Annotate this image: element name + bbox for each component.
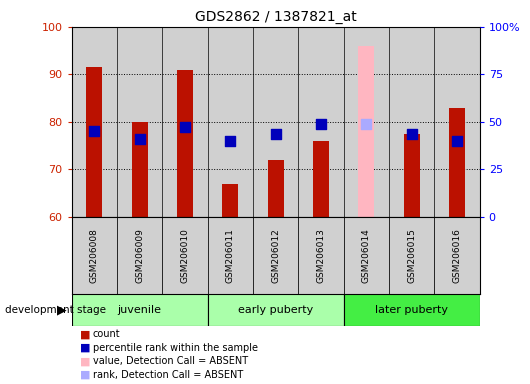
Bar xyxy=(222,184,238,217)
Bar xyxy=(72,217,117,294)
Text: GSM206008: GSM206008 xyxy=(90,228,99,283)
Point xyxy=(135,136,144,142)
Text: GSM206010: GSM206010 xyxy=(180,228,189,283)
Point xyxy=(271,131,280,137)
Point xyxy=(408,131,416,137)
Text: value, Detection Call = ABSENT: value, Detection Call = ABSENT xyxy=(93,356,248,366)
Bar xyxy=(162,217,208,294)
Bar xyxy=(131,122,147,217)
Text: development stage: development stage xyxy=(5,305,107,315)
Text: ■: ■ xyxy=(80,343,90,353)
Bar xyxy=(177,70,193,217)
Bar xyxy=(117,217,162,294)
Bar xyxy=(434,27,480,217)
Text: later puberty: later puberty xyxy=(375,305,448,315)
Bar xyxy=(253,27,298,217)
Point xyxy=(90,128,99,134)
Bar xyxy=(449,108,465,217)
Bar xyxy=(343,294,480,326)
Bar xyxy=(208,217,253,294)
Bar xyxy=(253,217,298,294)
Text: count: count xyxy=(93,329,120,339)
Text: ■: ■ xyxy=(80,329,90,339)
Text: GSM206012: GSM206012 xyxy=(271,228,280,283)
Bar xyxy=(404,134,420,217)
Bar xyxy=(389,217,434,294)
Bar xyxy=(343,27,389,217)
Text: ■: ■ xyxy=(80,356,90,366)
Title: GDS2862 / 1387821_at: GDS2862 / 1387821_at xyxy=(195,10,357,25)
Bar xyxy=(117,27,162,217)
Bar xyxy=(208,294,343,326)
Bar xyxy=(86,67,102,217)
Bar xyxy=(72,27,117,217)
Text: GSM206016: GSM206016 xyxy=(453,228,462,283)
Text: rank, Detection Call = ABSENT: rank, Detection Call = ABSENT xyxy=(93,370,243,380)
Text: GSM206009: GSM206009 xyxy=(135,228,144,283)
Bar xyxy=(208,27,253,217)
Bar xyxy=(268,160,284,217)
Point xyxy=(317,121,325,127)
Text: GSM206011: GSM206011 xyxy=(226,228,235,283)
Bar xyxy=(313,141,329,217)
Text: ■: ■ xyxy=(80,370,90,380)
Bar xyxy=(358,46,374,217)
Bar xyxy=(389,27,434,217)
Bar xyxy=(434,217,480,294)
Text: GSM206013: GSM206013 xyxy=(316,228,325,283)
Bar xyxy=(298,27,343,217)
Point xyxy=(226,138,234,144)
Text: early puberty: early puberty xyxy=(238,305,313,315)
Point xyxy=(453,138,461,144)
Text: ▶: ▶ xyxy=(57,304,66,316)
Bar xyxy=(72,294,208,326)
Point xyxy=(362,121,370,127)
Text: percentile rank within the sample: percentile rank within the sample xyxy=(93,343,258,353)
Bar xyxy=(343,217,389,294)
Point xyxy=(181,124,189,130)
Text: juvenile: juvenile xyxy=(118,305,162,315)
Text: GSM206015: GSM206015 xyxy=(407,228,416,283)
Text: GSM206014: GSM206014 xyxy=(362,228,371,283)
Bar xyxy=(298,217,343,294)
Bar xyxy=(162,27,208,217)
